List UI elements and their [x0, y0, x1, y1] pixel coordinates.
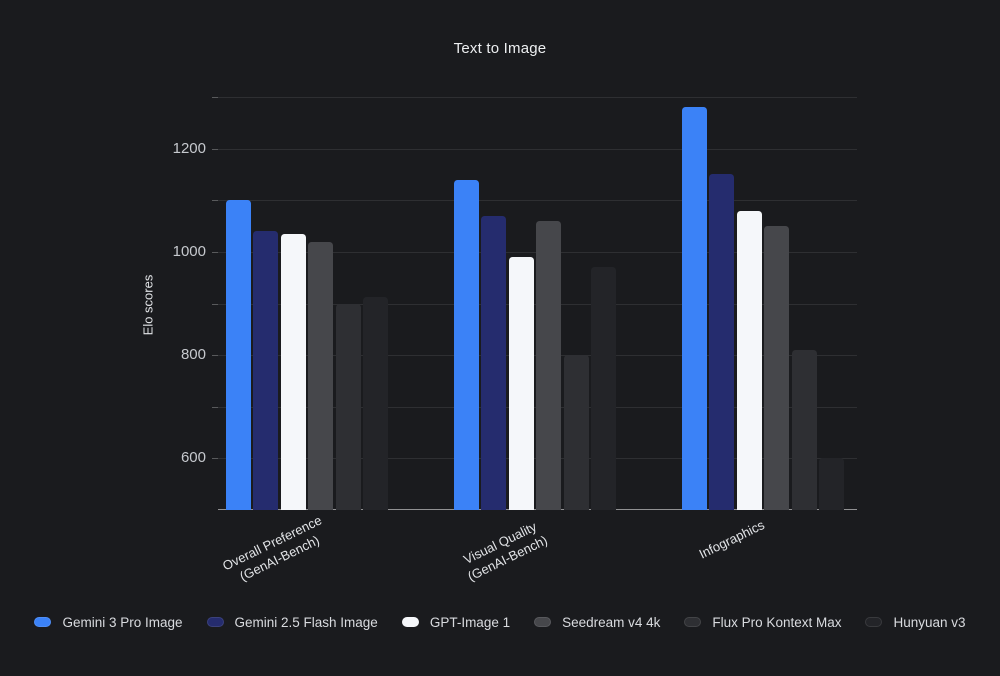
legend-swatch-gemini-3-pro-image [34, 617, 52, 627]
bar-gpt-image-1-visual-quality[interactable] [508, 257, 534, 510]
y-tick-label: 600 [180, 449, 206, 467]
legend-label: Gemini 2.5 Flash Image [234, 614, 378, 630]
y-tick [212, 200, 218, 202]
plot-area [212, 97, 857, 510]
gridline [212, 148, 857, 150]
y-tick-label: 1000 [172, 242, 206, 260]
gridline [212, 97, 857, 98]
category-label-visual-quality: Visual Quality (GenAI-Bench) [458, 517, 550, 585]
legend-swatch-hunyuan-v3 [865, 617, 883, 627]
bar-seedream-v4-4k-infographics[interactable] [764, 226, 790, 510]
y-tick [212, 148, 218, 150]
bar-gpt-image-1-overall-preference[interactable] [280, 233, 306, 510]
bar-gpt-image-1-infographics[interactable] [736, 210, 762, 510]
legend-swatch-seedream-v4-4k [534, 617, 552, 627]
legend-item-seedream-v4-4k[interactable]: Seedream v4 4k [534, 615, 660, 630]
y-tick [212, 97, 218, 98]
chart-title: Text to Image [453, 40, 547, 57]
bar-gemini-3-pro-image-visual-quality[interactable] [453, 179, 479, 510]
legend-item-gpt-image-1[interactable]: GPT-Image 1 [401, 614, 511, 630]
legend-label: GPT-Image 1 [429, 614, 511, 630]
y-tick-label: 800 [180, 346, 206, 364]
legend: Gemini 3 Pro Image Gemini 2.5 Flash Image… [0, 612, 1000, 632]
y-tick [212, 251, 218, 253]
legend-swatch-gpt-image-1 [401, 617, 419, 627]
legend-item-gemini-2-5-flash-image[interactable]: Gemini 2.5 Flash Image [206, 614, 378, 630]
category-label-overall-preference: Overall Preference (GenAI-Bench) [220, 512, 332, 589]
y-axis-title: Elo scores [140, 274, 156, 336]
y-tick [212, 406, 218, 408]
bar-hunyuan-v3-visual-quality[interactable] [591, 267, 617, 510]
bar-gemini-3-pro-image-infographics[interactable] [681, 107, 707, 510]
y-tick-label: 1200 [172, 139, 206, 157]
bar-gemini-2-5-flash-image-infographics[interactable] [709, 174, 735, 510]
bar-hunyuan-v3-overall-preference[interactable] [363, 297, 389, 510]
bar-flux-pro-kontext-max-infographics[interactable] [791, 349, 817, 510]
legend-item-flux-pro-kontext-max[interactable]: Flux Pro Kontext Max [684, 615, 841, 630]
legend-label: Gemini 3 Pro Image [62, 614, 183, 630]
legend-label: Hunyuan v3 [893, 614, 966, 630]
y-tick [212, 303, 218, 305]
bar-flux-pro-kontext-max-overall-preference[interactable] [335, 303, 361, 510]
bar-gemini-3-pro-image-overall-preference[interactable] [225, 200, 251, 510]
y-tick [212, 458, 218, 460]
legend-label: Flux Pro Kontext Max [712, 614, 842, 630]
legend-item-hunyuan-v3[interactable]: Hunyuan v3 [865, 614, 966, 630]
bar-gemini-2-5-flash-image-visual-quality[interactable] [481, 215, 507, 510]
legend-item-gemini-3-pro-image[interactable]: Gemini 3 Pro Image [34, 614, 183, 630]
bar-flux-pro-kontext-max-visual-quality[interactable] [563, 355, 589, 510]
category-label-line: Infographics [696, 517, 767, 562]
bar-hunyuan-v3-infographics[interactable] [819, 458, 845, 510]
legend-label: Seedream v4 4k [562, 614, 661, 630]
category-label-infographics: Infographics [697, 517, 768, 563]
y-tick [212, 355, 218, 357]
bar-seedream-v4-4k-visual-quality[interactable] [536, 220, 562, 510]
bar-seedream-v4-4k-overall-preference[interactable] [308, 241, 334, 510]
gridline [212, 200, 857, 202]
legend-swatch-gemini-2-5-flash-image [206, 617, 224, 627]
bar-gemini-2-5-flash-image-overall-preference[interactable] [253, 231, 279, 510]
legend-swatch-flux-pro-kontext-max [684, 617, 702, 627]
